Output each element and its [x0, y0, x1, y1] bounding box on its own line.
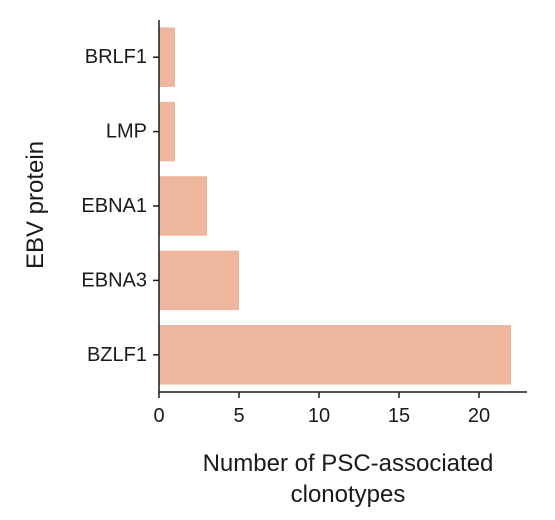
bar-bzlf1: [159, 325, 511, 385]
bar-lmp: [159, 101, 175, 162]
y-tick-label: EBNA1: [81, 195, 147, 217]
bar-ebna1: [159, 176, 207, 236]
x-axis-title-line-1: Number of PSC-associated: [203, 450, 494, 477]
x-tick-label: 15: [388, 405, 410, 427]
y-tick-label: BRLF1: [85, 46, 147, 68]
x-ticks: 0 5 10 15 20: [153, 392, 490, 427]
x-tick-label: 20: [468, 405, 490, 427]
y-ticks: BRLF1 LMP EBNA1 EBNA3 BZLF1: [81, 46, 159, 366]
bar-brlf1: [159, 27, 175, 87]
x-tick-label: 0: [153, 405, 164, 427]
y-tick-label: EBNA3: [81, 269, 147, 291]
x-tick-label: 5: [233, 405, 244, 427]
x-axis-title-line-2: clonotypes: [291, 481, 406, 508]
y-tick-label: BZLF1: [87, 344, 147, 366]
x-tick-label: 10: [308, 405, 330, 427]
bars-layer: [159, 27, 511, 385]
bar-ebna3: [159, 250, 239, 311]
y-tick-label: LMP: [106, 121, 147, 143]
y-axis-title: EBV protein: [22, 141, 49, 269]
